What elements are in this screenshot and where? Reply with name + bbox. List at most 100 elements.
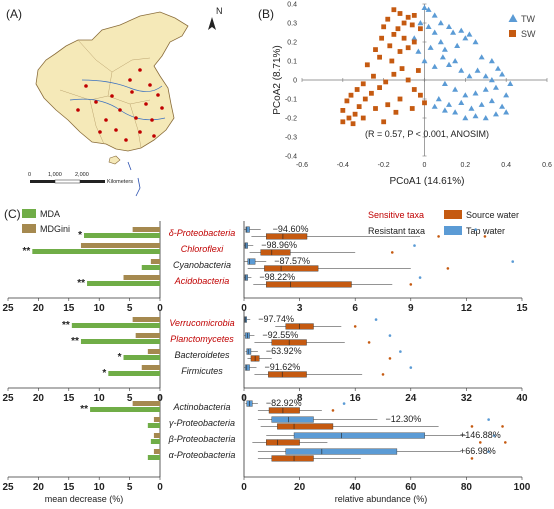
significance-mark: * (102, 368, 106, 379)
mdgini-bar (123, 275, 160, 280)
sampling-site-dot (118, 108, 122, 112)
tap-water-box (244, 274, 248, 281)
taxon-label: Bacteroidetes (174, 350, 230, 360)
importance-group: 2520151050**Verrucomicrobia**Planctomyce… (2, 311, 235, 404)
pcoa-point-sw (373, 106, 378, 111)
importance-x-tick-label: 5 (127, 393, 133, 404)
significance-mark: * (78, 230, 82, 241)
mdgini-bar (135, 333, 160, 338)
pcoa-point-tw (507, 80, 514, 86)
pcoa-point-tw (441, 80, 448, 86)
pcoa-point-tw (427, 44, 434, 50)
scale-tick-2000: 2,000 (75, 172, 89, 178)
abundance-x-tick-label: 16 (350, 393, 362, 404)
pcoa-point-sw (364, 62, 370, 68)
province-borders (59, 39, 151, 149)
pcoa-point-sw (411, 87, 417, 92)
abundance-group: 0 20 40 60 80 100 −82.92% −12.30% +146.88% +66.98… (241, 395, 531, 493)
abundance-change-label: −98.96% (261, 240, 297, 250)
pcoa-y-tick-label: 0.1 (287, 59, 297, 66)
pcoa-point-sw (369, 90, 374, 96)
importance-x-tick-label: 20 (33, 482, 45, 493)
pcoa-point-sw (346, 115, 352, 121)
pcoa-point-sw (415, 68, 421, 73)
pcoa-point-tw (503, 92, 510, 98)
legend-tw-marker (508, 14, 518, 22)
pcoa-x-tick-label: 0.6 (542, 162, 552, 169)
pcoa-point-tw (452, 86, 459, 92)
abundance-group: 0816243240−97.74%−92.55%−63.92%−91.62% (241, 311, 528, 404)
pcoa-x-tick-label: -0.4 (337, 162, 349, 169)
mda-bar (87, 281, 160, 286)
pcoa-point-tw (482, 115, 489, 121)
abundance-x-tick-label: 80 (461, 482, 473, 493)
pcoa-y-tick-label: 0.4 (287, 2, 297, 9)
abundance-group: 0 3 6 9 12 15 −94.60% −98.96% −87.57% −98.22% (241, 221, 528, 314)
importance-x-tick-label: 25 (2, 482, 14, 493)
abundance-change-label: +146.88% (460, 430, 501, 440)
sampling-site-dot (114, 128, 118, 132)
source-water-box (268, 371, 307, 378)
pcoa-point-tw (503, 109, 510, 115)
significance-mark: ** (80, 404, 88, 415)
pcoa-point-sw (389, 58, 395, 64)
sampling-site-dot (84, 84, 88, 88)
legend-sw-label: SW (521, 29, 536, 39)
legend-sw-marker (509, 30, 516, 37)
pcoa-point-tw (458, 99, 465, 105)
panel-c-label: (C) (4, 207, 21, 221)
pcoa-point-sw (405, 77, 411, 83)
taxon-label: β-Proteobacteria (168, 434, 236, 444)
outlier-point (374, 318, 378, 321)
pcoa-point-sw (391, 71, 397, 77)
pcoa-points (340, 4, 514, 127)
pcoa-y-tick-label: -0.2 (285, 116, 297, 123)
outlier-point (399, 350, 402, 353)
pcoa-legend: TW SW (508, 14, 536, 39)
pcoa-point-sw (391, 7, 397, 13)
sampling-site-dot (130, 90, 134, 94)
scale-bar-black-2 (80, 180, 105, 183)
tap-water-box (271, 416, 314, 423)
pcoa-point-sw (405, 14, 411, 20)
pcoa-point-sw (409, 106, 415, 111)
south-sea-islands (127, 161, 141, 197)
pcoa-point-tw (446, 23, 452, 29)
taxon-label: δ-Proteobacteria (169, 228, 236, 238)
abundance-change-label: −94.60% (273, 224, 309, 234)
sampling-site-dot (152, 134, 156, 138)
pcoa-point-sw (348, 92, 354, 98)
abundance-x-tick-label: 40 (350, 482, 362, 493)
outlier-point (492, 434, 496, 437)
pcoa-point-tw (492, 84, 499, 90)
scale-tick-0: 0 (28, 172, 31, 178)
legend-tw-label: TW (521, 14, 535, 24)
abundance-change-label: −92.55% (262, 330, 298, 340)
abundance-x-tick-label: 6 (352, 303, 358, 314)
sampling-site-dot (160, 106, 164, 110)
sampling-site-dot (156, 93, 160, 97)
pcoa-point-sw (379, 35, 385, 41)
pcoa-point-sw (411, 39, 417, 45)
pcoa-point-sw (399, 66, 405, 71)
significance-mark: ** (62, 320, 70, 331)
importance-x-tick-label: 25 (2, 303, 14, 314)
abundance-boxplots: 0 3 6 9 12 15 −94.60% −98.96% −87.57% −98.22% 0 8 16… (241, 221, 531, 493)
abundance-x-tick-label: 12 (461, 303, 473, 314)
mda-bar (123, 355, 160, 360)
north-label: N (216, 6, 223, 16)
abundance-change-label: −91.62% (265, 362, 301, 372)
outlier-point (470, 425, 474, 428)
pcoa-point-tw (441, 46, 448, 52)
significance-mark: ** (77, 278, 85, 289)
mdgini-bar (153, 449, 160, 454)
outlier-point (388, 334, 392, 337)
legend-tap-water-swatch (444, 226, 462, 235)
pcoa-point-tw (478, 101, 485, 107)
importance-x-tick-label: 10 (94, 303, 106, 314)
pcoa-point-sw (362, 96, 368, 102)
abundance-x-tick-label: 3 (297, 303, 303, 314)
tap-water-box (285, 448, 398, 455)
pcoa-y-tick-label: 0.2 (287, 40, 297, 47)
taxon-label: Acidobacteria (174, 276, 230, 286)
